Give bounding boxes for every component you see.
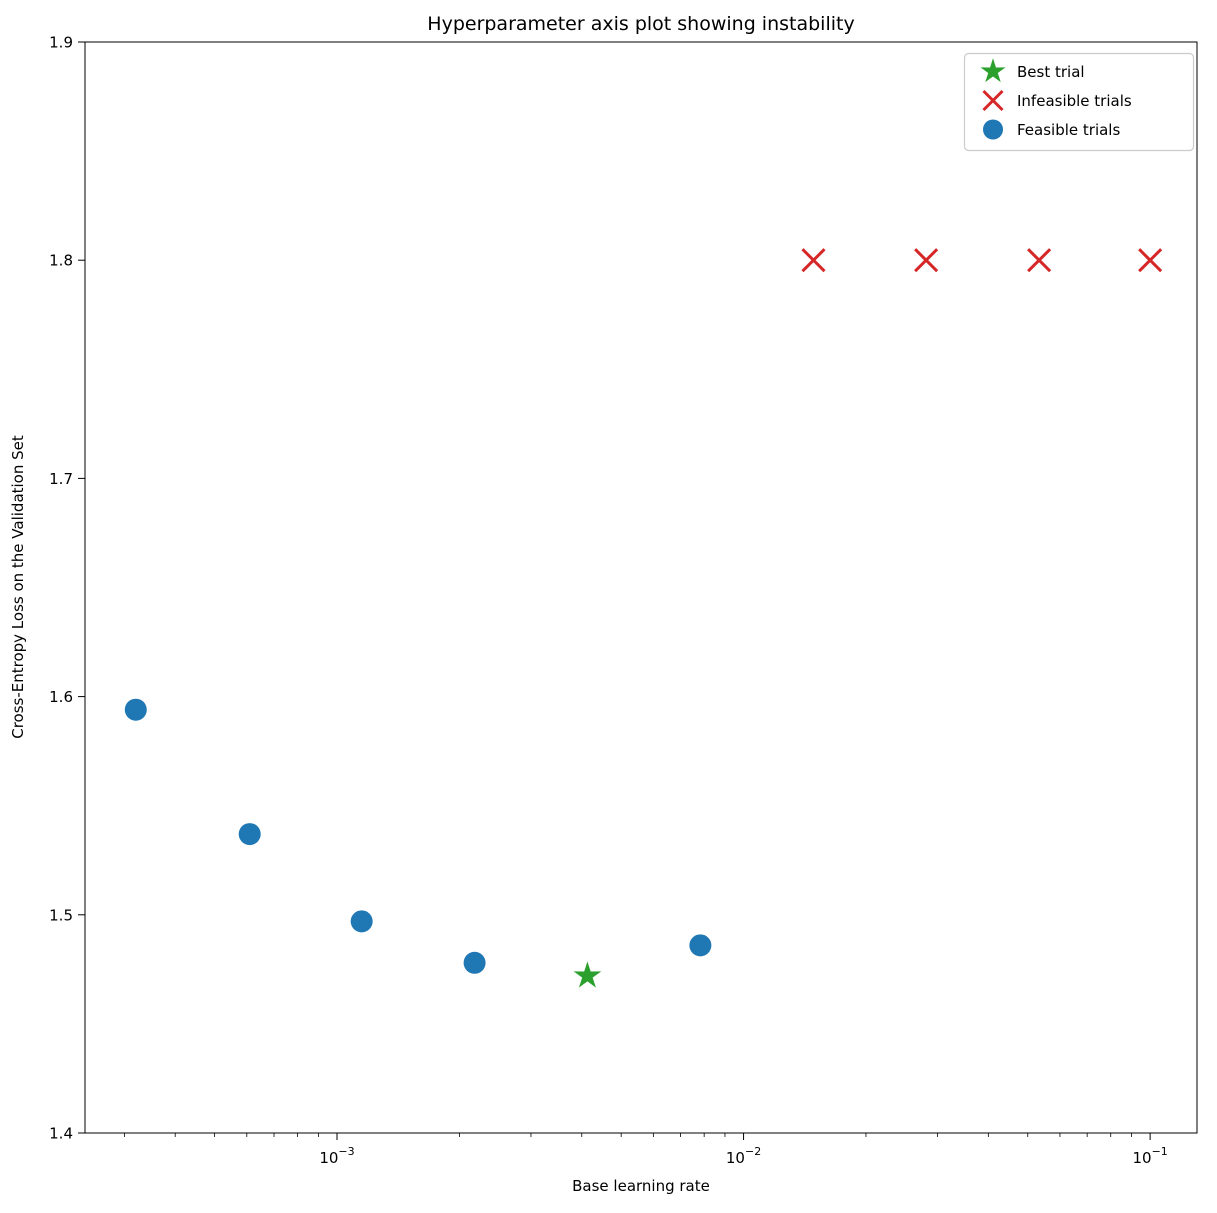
- legend-label-feasible-trials: Feasible trials: [1017, 121, 1120, 139]
- y-tick-label: 1.9: [49, 34, 73, 52]
- y-tick-label: 1.4: [49, 1125, 73, 1143]
- feasible-point: [238, 823, 261, 846]
- legend-box: [963, 52, 1195, 152]
- infeasible-point: [1138, 248, 1163, 273]
- legend: Best trial Infeasible trials Feasible tr…: [963, 52, 1195, 152]
- legend-star-icon: [980, 58, 1006, 83]
- infeasible-point: [801, 248, 826, 273]
- feasible-point: [463, 951, 486, 974]
- chart-title: Hyperparameter axis plot showing instabi…: [427, 13, 854, 35]
- legend-label-infeasible-trials: Infeasible trials: [1017, 92, 1132, 110]
- data-points: [124, 248, 1163, 988]
- infeasible-point: [914, 248, 939, 273]
- legend-marker-best-trial-star-icon: [980, 58, 1006, 83]
- feasible-point: [124, 698, 147, 721]
- y-axis-label: Cross-Entropy Loss on the Validation Set: [9, 435, 27, 739]
- legend-marker-feasible-circle-icon: [983, 119, 1003, 140]
- y-tick-label: 1.5: [49, 906, 73, 924]
- legend-marker-infeasible-x-icon: [982, 89, 1004, 112]
- y-tick-label: 1.8: [49, 252, 73, 270]
- x-tick-label: 10−3: [319, 1145, 354, 1167]
- x-tick-label: 10−2: [726, 1145, 761, 1167]
- infeasible-point: [1027, 248, 1052, 273]
- axis-ticks: 10−3 10−2 10−1 1.4 1.5 1.6 1.7 1.8 1.9: [49, 34, 1168, 1168]
- feasible-point: [350, 910, 373, 933]
- best-trial-point: [573, 961, 602, 988]
- legend-label-best-trial: Best trial: [1017, 63, 1085, 81]
- y-tick-label: 1.6: [49, 688, 73, 706]
- feasible-point: [689, 934, 712, 957]
- y-tick-label: 1.7: [49, 470, 73, 488]
- x-tick-label: 10−1: [1132, 1145, 1167, 1167]
- legend-x-icon: [982, 89, 1004, 112]
- plot-border: [84, 41, 1198, 1134]
- legend-circle-icon: [983, 119, 1003, 140]
- x-axis-label: Base learning rate: [572, 1177, 710, 1195]
